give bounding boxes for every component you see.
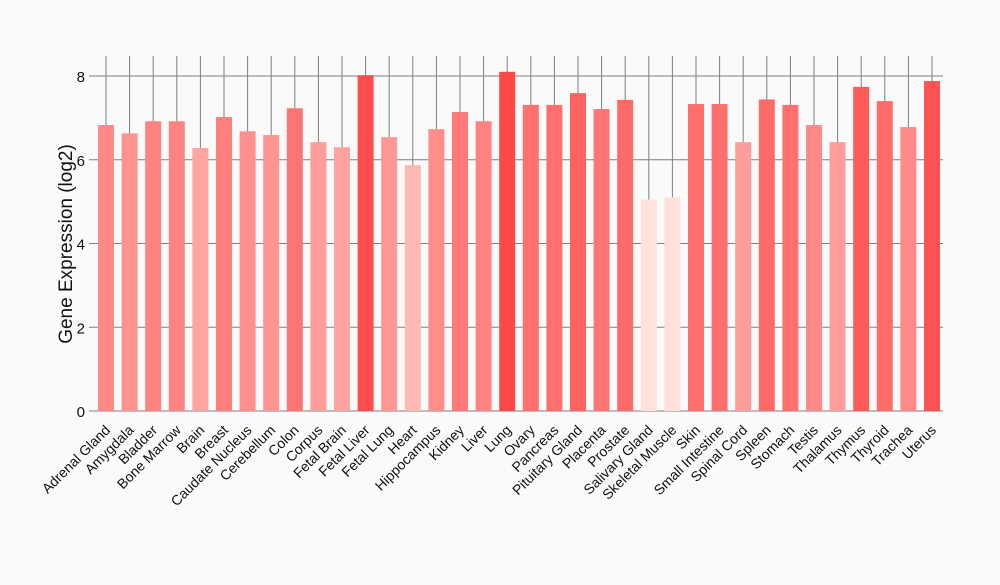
bar-fetal-brain: [334, 147, 350, 411]
bar-uterus: [924, 81, 940, 412]
bar-brain: [192, 148, 209, 411]
bar-bladder: [145, 121, 162, 411]
bar-heart: [404, 165, 421, 411]
bar-stomach: [782, 104, 799, 412]
bar-fetal-lung: [381, 137, 398, 411]
bar-adrenal-gland: [98, 124, 114, 412]
bar-skeletal-muscle: [664, 197, 681, 411]
bar-breast: [216, 117, 232, 411]
bar-spleen: [758, 99, 775, 411]
bar-ovary: [522, 104, 539, 412]
bar-kidney: [452, 112, 468, 411]
y-tick-label: 4: [77, 237, 85, 254]
y-tick-label: 0: [77, 404, 85, 421]
y-tick-label: 8: [77, 69, 85, 86]
bar-liver: [475, 121, 492, 411]
bar-skin: [688, 104, 704, 412]
bar-corpus: [310, 142, 327, 411]
bar-hippocampus: [428, 129, 445, 411]
bar-lung: [499, 71, 516, 411]
bar-small-intestine: [711, 104, 728, 412]
y-axis: 0 2 4 6 8: [77, 69, 85, 421]
bar-thymus: [853, 86, 870, 411]
bar-spinal-cord: [735, 142, 752, 411]
bar-trachea: [900, 127, 917, 412]
y-tick-label: 2: [77, 320, 85, 337]
bar-colon: [286, 108, 303, 412]
bar-pancreas: [546, 104, 563, 412]
bar-thalamus: [829, 142, 846, 411]
y-axis-label: Gene Expression (log2): [56, 144, 77, 344]
bar-placenta: [593, 109, 610, 412]
bar-pituitary-gland: [570, 93, 586, 411]
y-tick-label: 6: [77, 153, 85, 170]
bar-testis: [806, 124, 822, 412]
bar-thyroid: [876, 101, 893, 411]
bars: [98, 71, 940, 412]
bar-bone-marrow: [168, 121, 185, 411]
bar-prostate: [617, 99, 634, 412]
bar-cerebellum: [263, 135, 280, 411]
bar-amygdala: [121, 133, 138, 411]
bar-fetal-liver: [357, 75, 374, 411]
bar-salivary-gland: [640, 199, 657, 411]
bar-caudate-nucleus: [239, 131, 256, 411]
